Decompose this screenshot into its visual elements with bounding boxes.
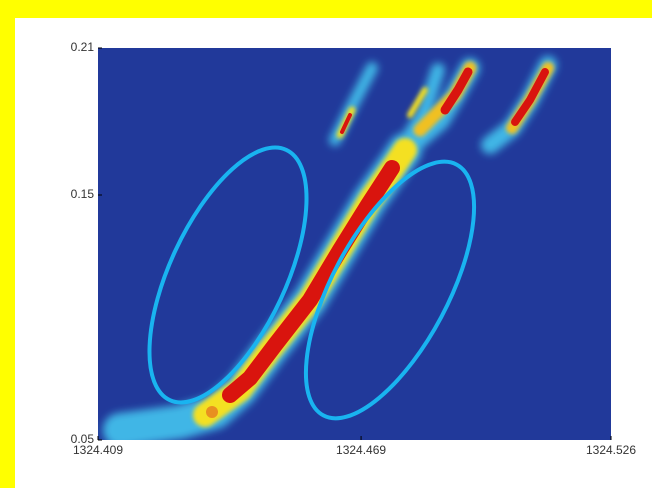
annotation-ellipse [303, 159, 477, 421]
y-tick-label: 0.21 [71, 40, 95, 54]
annotations [147, 145, 477, 421]
y-tick-label: 0.05 [71, 432, 95, 446]
axes: 0.05 0.15 0.21 1324.409 1324.469 1324.526 [71, 40, 637, 457]
y-tick-label: 0.15 [71, 187, 95, 201]
annotation-ellipse [147, 145, 309, 405]
x-tick-label: 1324.409 [73, 443, 123, 457]
x-tick-label: 1324.526 [586, 443, 636, 457]
streaks [103, 56, 557, 440]
x-tick-label: 1324.469 [336, 443, 386, 457]
heatmap [98, 48, 611, 440]
